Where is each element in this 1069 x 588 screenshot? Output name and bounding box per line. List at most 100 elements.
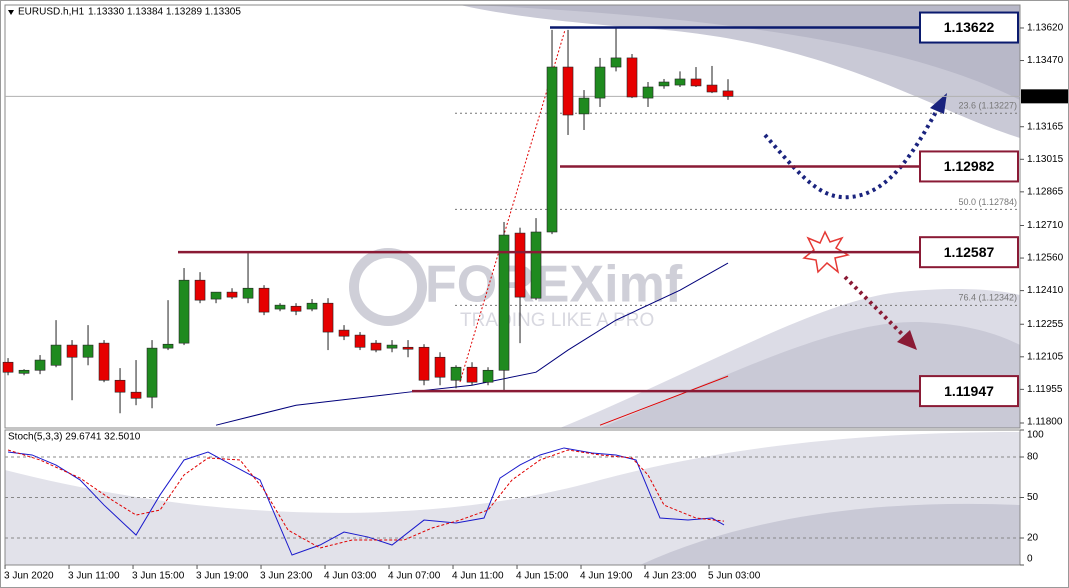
symbol-title: EURUSD.h,H1 — [18, 7, 85, 18]
level-label: 1.11947 — [944, 383, 994, 399]
price-tag — [1021, 89, 1068, 104]
candle-body — [402, 346, 414, 350]
candle-body — [98, 342, 110, 381]
level-box — [919, 236, 1019, 269]
level-box — [919, 150, 1019, 183]
candle-body — [722, 90, 734, 97]
candle-body — [18, 369, 30, 374]
level-label: 1.12587 — [944, 244, 995, 260]
fib-label: 23.6 (1.13227) — [958, 101, 1017, 111]
candle-body — [530, 231, 542, 299]
candle-body — [642, 86, 654, 99]
y-tick-label: 50 — [1027, 492, 1039, 503]
candle-body — [594, 66, 606, 99]
candle-body — [50, 344, 62, 366]
candle-body — [130, 391, 142, 399]
x-tick-label: 4 Jun 03:00 — [324, 571, 377, 582]
candle-body — [482, 369, 494, 383]
price-tag-label: 1.13305 — [1026, 91, 1063, 102]
x-tick-label: 4 Jun 07:00 — [388, 571, 441, 582]
y-tick-label: 1.12410 — [1027, 285, 1064, 296]
stoch-line — [7, 449, 725, 549]
y-tick-label: 1.11955 — [1027, 384, 1063, 395]
arrow-head — [897, 330, 917, 350]
fib-label: 76.4 (1.12342) — [958, 293, 1017, 303]
x-tick-label: 3 Jun 11:00 — [68, 571, 120, 582]
menu-icon — [8, 10, 14, 15]
candle-body — [498, 234, 510, 371]
bg-swoosh — [640, 503, 1020, 565]
y-tick-label: 1.12105 — [1027, 351, 1064, 362]
y-tick-label: 20 — [1027, 533, 1039, 544]
y-tick-label: 1.12865 — [1027, 186, 1064, 197]
candle-body — [514, 232, 526, 298]
candle-body — [82, 344, 94, 358]
y-tick-label: 1.12710 — [1027, 220, 1064, 231]
candle-body — [274, 304, 286, 310]
x-tick-label: 3 Jun 2020 — [4, 571, 54, 582]
y-tick-label: 1.13620 — [1027, 23, 1064, 34]
y-tick-label: 1.12560 — [1027, 253, 1064, 264]
x-tick-label: 4 Jun 15:00 — [516, 571, 569, 582]
level-label: 1.12982 — [944, 158, 995, 174]
candle-body — [610, 57, 622, 68]
y-tick-label: 1.13470 — [1027, 55, 1064, 66]
level-box — [919, 11, 1019, 44]
y-tick-label: 80 — [1027, 452, 1039, 463]
candle-body — [162, 343, 174, 349]
candle-body — [354, 334, 366, 348]
candle-body — [674, 78, 686, 86]
fib-label: 50.0 (1.12784) — [958, 197, 1017, 207]
x-tick-label: 4 Jun 23:00 — [644, 571, 697, 582]
candle-body — [578, 97, 590, 115]
stoch-line — [7, 447, 725, 556]
swing-line — [459, 29, 566, 383]
candle-body — [706, 84, 718, 93]
x-tick-label: 4 Jun 19:00 — [580, 571, 633, 582]
main-panel — [4, 4, 1021, 429]
candle-body — [690, 78, 702, 87]
x-tick-label: 3 Jun 23:00 — [260, 571, 313, 582]
candle-body — [370, 342, 382, 351]
candle-body — [242, 287, 254, 299]
ohlc-header: 1.13330 1.13384 1.13289 1.13305 — [88, 7, 241, 18]
candle-body — [290, 305, 302, 312]
candle-body — [386, 344, 398, 349]
candle-body — [306, 302, 318, 310]
candle-body — [562, 66, 574, 116]
y-tick-label: 1.13165 — [1027, 121, 1064, 132]
candle-body — [658, 81, 670, 87]
x-tick-label: 5 Jun 03:00 — [708, 571, 761, 582]
candle-body — [322, 302, 334, 333]
y-tick-label: 1.11800 — [1027, 417, 1063, 428]
y-tick-label: 100 — [1027, 430, 1044, 441]
candle-body — [546, 66, 558, 233]
candle-body — [338, 329, 350, 337]
forecast-arrow — [763, 109, 939, 200]
y-tick-label: 1.13015 — [1027, 154, 1064, 165]
candle-body — [114, 379, 126, 393]
candle-body — [178, 279, 190, 344]
stoch-title: Stoch(5,3,3) 29.6741 32.5010 — [8, 432, 141, 443]
moving-average — [215, 262, 729, 426]
watermark-brand: FOREXimf — [425, 256, 683, 314]
candle-body — [66, 344, 78, 358]
candle-body — [34, 359, 46, 371]
candle-body — [450, 366, 462, 381]
candle-body — [194, 279, 206, 301]
x-tick-label: 3 Jun 15:00 — [132, 571, 185, 582]
candle-body — [146, 347, 158, 398]
level-label: 1.13622 — [944, 19, 995, 35]
x-tick-label: 4 Jun 11:00 — [452, 571, 504, 582]
level-box — [919, 375, 1019, 408]
candle-body — [210, 291, 222, 300]
candle-body — [466, 366, 478, 383]
candle-body — [626, 57, 638, 98]
x-tick-label: 3 Jun 19:00 — [196, 571, 249, 582]
candle-body — [226, 291, 238, 298]
candle-body — [258, 287, 270, 313]
moving-average — [599, 375, 729, 426]
y-tick-label: 1.12255 — [1027, 319, 1064, 330]
y-tick-label: 0 — [1027, 554, 1033, 565]
